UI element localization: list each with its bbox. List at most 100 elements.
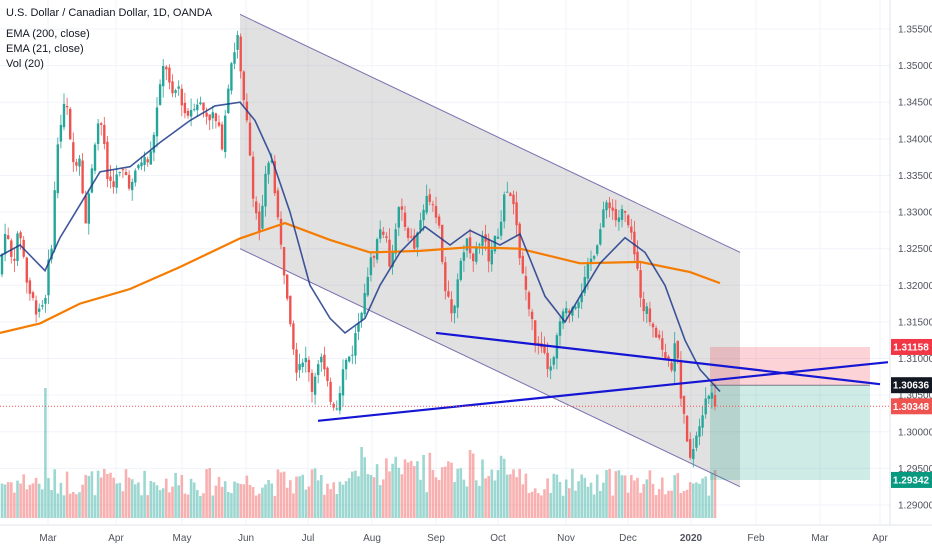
volume-bar — [419, 479, 422, 518]
candle-body — [580, 294, 583, 303]
volume-bar — [103, 468, 106, 518]
volume-bar — [388, 471, 391, 518]
candle-body — [124, 172, 128, 176]
candle-body — [437, 216, 441, 226]
volume-bar — [16, 480, 19, 518]
candle-body — [121, 169, 125, 171]
volume-bar — [574, 490, 577, 518]
volume-bar — [397, 467, 401, 518]
volume-bar — [679, 492, 683, 518]
trendlines[interactable] — [0, 331, 890, 422]
candle-body — [633, 231, 636, 255]
candle-body — [673, 343, 676, 372]
volume-bar — [254, 495, 258, 518]
candle-body — [530, 311, 534, 320]
candle-body — [205, 112, 208, 117]
candle-body — [106, 141, 109, 179]
volume-bar — [496, 470, 500, 518]
volume-bar — [543, 489, 546, 518]
candle-body — [109, 176, 112, 181]
volume-bar — [382, 479, 385, 518]
volume-bar — [155, 485, 159, 518]
volume-bar — [385, 458, 388, 518]
volume-bar — [47, 478, 50, 518]
candles — [0, 30, 717, 468]
candle-body — [614, 209, 617, 221]
price-tick-label: 1.32000 — [898, 281, 932, 292]
candle-body — [410, 236, 413, 238]
candle-body — [670, 362, 673, 371]
candle-body — [65, 105, 69, 108]
time-tick-label: Dec — [619, 533, 637, 544]
volume-bar — [456, 468, 459, 518]
volume-bar — [140, 495, 143, 518]
volume-bar — [403, 459, 407, 518]
volume-bar — [84, 474, 87, 518]
volume-bar — [99, 477, 103, 518]
volume-bar — [335, 494, 339, 518]
volume-bar — [416, 461, 419, 518]
candle-body — [676, 340, 679, 359]
candle-body — [224, 115, 227, 152]
volume-bar — [295, 476, 298, 518]
take-profit-zone — [710, 385, 870, 480]
candle-body — [344, 359, 348, 370]
candle-body — [289, 295, 292, 325]
volume-bar — [608, 468, 611, 518]
candle-body — [391, 251, 394, 268]
legend-ema200[interactable]: EMA (200, close) — [6, 28, 90, 40]
time-axis[interactable]: Mar Apr May Jun Jul Aug Sep Oct Nov Dec 2020 Feb Mar… — [39, 533, 888, 544]
volume-bar — [363, 457, 366, 518]
volume-bar — [366, 474, 370, 518]
candle-body — [10, 240, 13, 257]
volume-bar — [174, 472, 177, 518]
volume-bar — [267, 479, 270, 518]
time-tick-label: Nov — [557, 533, 575, 544]
volume-bar — [245, 475, 249, 518]
volume-bar — [626, 492, 630, 518]
candle-body — [472, 253, 475, 262]
volume-bar — [682, 490, 686, 518]
candle-body — [199, 102, 202, 105]
candle-body — [193, 109, 196, 111]
candle-body — [450, 299, 453, 314]
legend-ema21[interactable]: EMA (21, close) — [6, 43, 84, 55]
legend-vol[interactable]: Vol (20) — [6, 58, 44, 70]
candle-body — [214, 113, 218, 122]
price-axis[interactable]: 1.35500 1.35000 1.34500 1.34000 1.33500 1.330… — [898, 25, 932, 512]
resistance-trendline — [435, 331, 881, 386]
candle-body — [363, 293, 366, 315]
candle-body — [202, 102, 205, 111]
volume-bar — [521, 484, 525, 518]
volume-bar — [713, 469, 717, 518]
time-tick-label: Sep — [427, 533, 445, 544]
candle-body — [447, 291, 450, 297]
volume-bar — [301, 474, 304, 518]
time-tick-label: Jul — [302, 533, 315, 544]
price-channel[interactable] — [239, 13, 741, 488]
volume-bar — [546, 478, 549, 518]
volume-bar — [645, 479, 649, 518]
volume-bar — [90, 471, 94, 518]
volume-bar — [112, 477, 115, 518]
candle-body — [385, 236, 388, 239]
candle-body — [605, 202, 608, 211]
volume-bar — [310, 469, 314, 518]
legend-title: U.S. Dollar / Canadian Dollar, 1D, OANDA — [6, 7, 213, 19]
candle-body — [366, 276, 369, 296]
candle-body — [236, 35, 239, 50]
volume-bar — [31, 483, 35, 518]
volume-bar — [25, 489, 29, 518]
volume-bar — [533, 488, 537, 518]
price-tick-label: 1.34000 — [898, 134, 932, 145]
volume-bar — [558, 481, 562, 518]
candle-body — [388, 239, 391, 267]
volume-bar — [183, 493, 187, 518]
candle-body — [379, 229, 382, 239]
volume-bar — [564, 479, 568, 518]
candle-body — [493, 235, 497, 252]
candle-body — [577, 302, 580, 309]
volume-bar — [50, 489, 53, 518]
